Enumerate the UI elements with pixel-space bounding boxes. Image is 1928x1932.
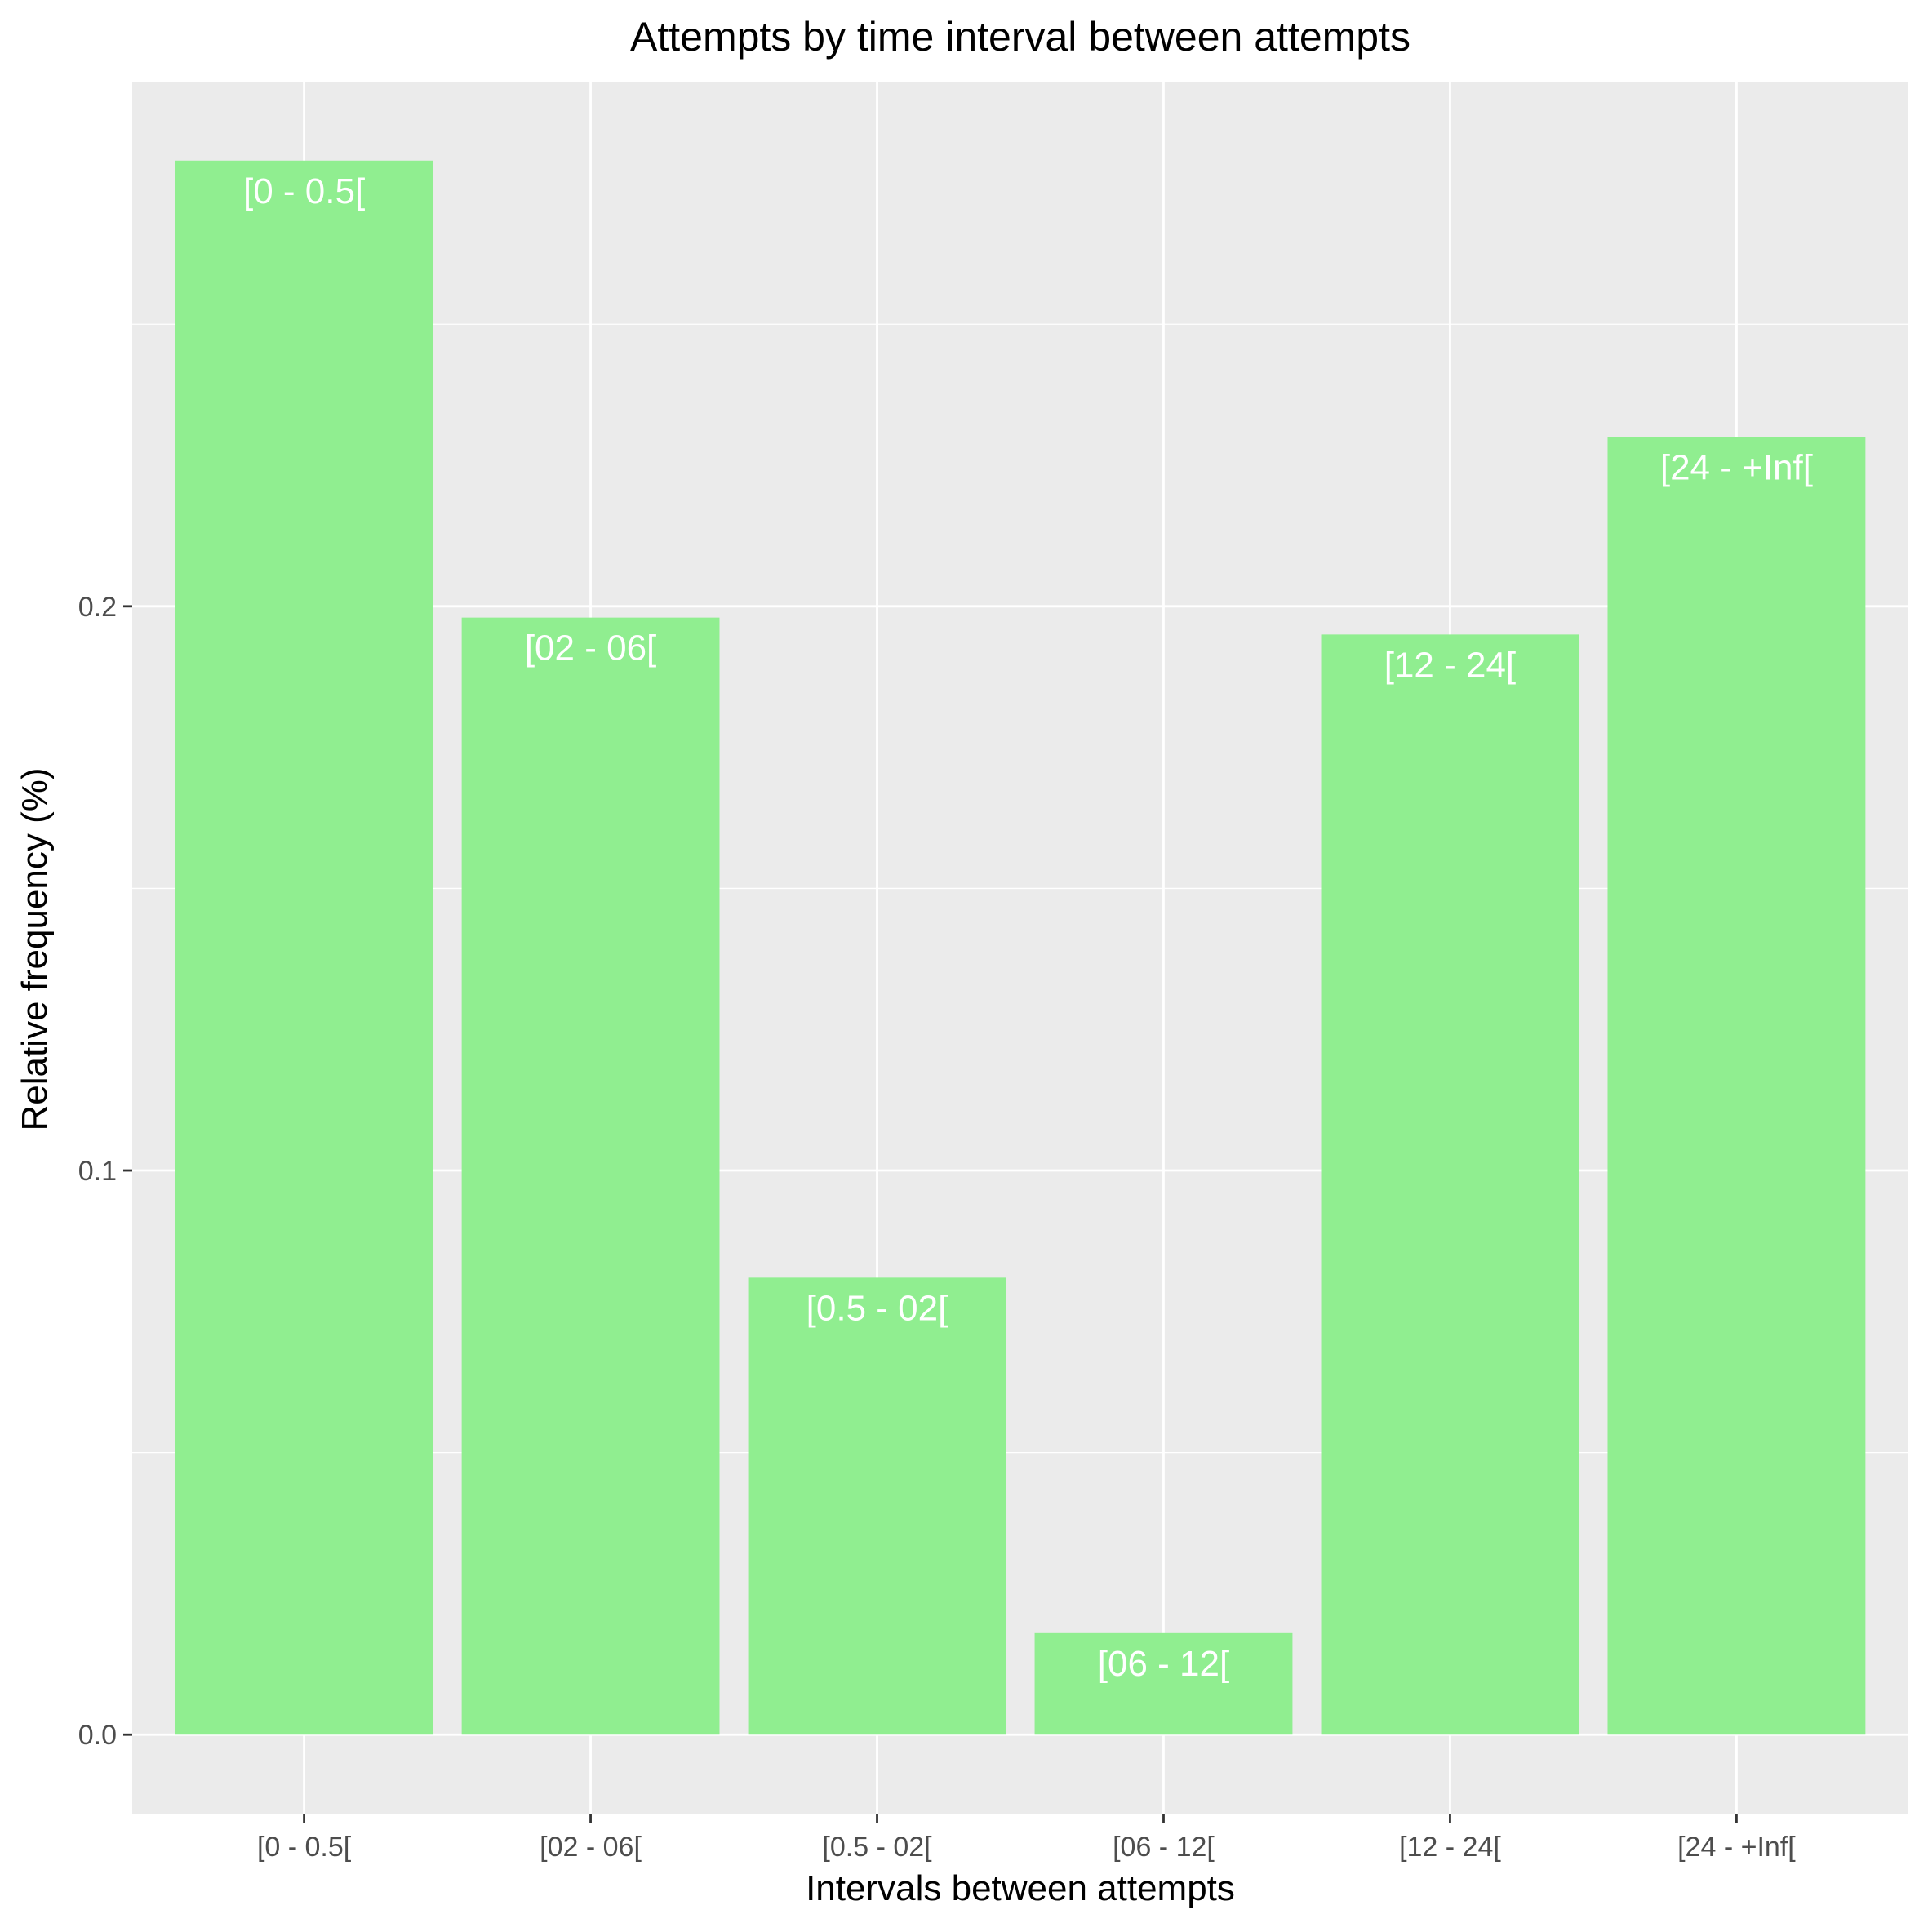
- bar-data-label: [12 - 24[: [1384, 645, 1516, 685]
- y-tick-label: 0.1: [78, 1156, 117, 1187]
- bar-data-label: [02 - 06[: [525, 628, 656, 668]
- bars: [175, 160, 1866, 1735]
- bar: [461, 617, 720, 1735]
- bar-data-label: [06 - 12[: [1098, 1644, 1229, 1684]
- bar-data-label: [0.5 - 02[: [806, 1288, 948, 1328]
- x-tick-label: [0.5 - 02[: [822, 1832, 932, 1863]
- x-axis-title: Intervals between attempts: [806, 1868, 1235, 1908]
- x-tick-label: [06 - 12[: [1113, 1832, 1215, 1863]
- y-axis-title: Relative frequency (%): [15, 767, 55, 1130]
- x-tick-label: [0 - 0.5[: [257, 1832, 352, 1863]
- axes: 0.0 0.1 0.2 [0 - 0.5[ [02 - 06[ [0.5 - 02[ [06…: [78, 592, 1797, 1863]
- bar-labels: [0 - 0.5[ [02 - 06[ [0.5 - 02[ [06 - 12[ [12…: [243, 171, 1813, 1684]
- bar-data-label: [0 - 0.5[: [243, 171, 365, 211]
- x-tick-label: [02 - 06[: [540, 1832, 642, 1863]
- bar: [1607, 437, 1866, 1735]
- x-tick-label: [12 - 24[: [1399, 1832, 1501, 1863]
- chart-title: Attempts by time interval between attemp…: [630, 14, 1410, 60]
- y-tick-label: 0.0: [78, 1720, 117, 1751]
- bar: [175, 160, 433, 1735]
- bar-data-label: [24 - +Inf[: [1660, 447, 1813, 487]
- y-tick-label: 0.2: [78, 592, 117, 623]
- bar: [1034, 1632, 1293, 1735]
- bar: [748, 1277, 1006, 1735]
- x-tick-label: [24 - +Inf[: [1677, 1832, 1796, 1863]
- bar: [1321, 634, 1579, 1735]
